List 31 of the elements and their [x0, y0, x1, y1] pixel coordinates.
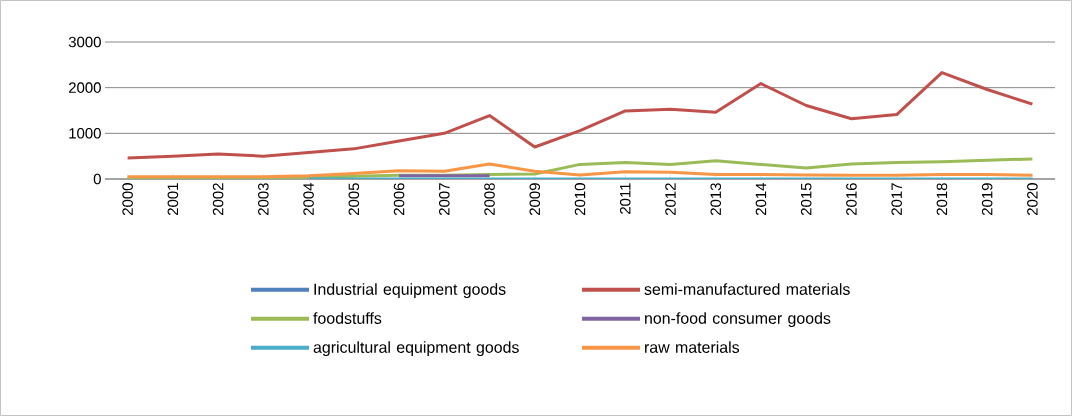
x-tick-label: 2004	[303, 182, 314, 216]
x-tick-label: 2002	[212, 183, 224, 216]
x-tick-label: 2006	[393, 183, 405, 216]
x-tick-label: 2020	[1027, 183, 1038, 216]
legend-label: foodstuffs	[313, 312, 382, 324]
x-tick-label: 2010	[574, 183, 586, 216]
x-tick-label: 2013	[710, 183, 722, 216]
x-tick-label: 2003	[258, 183, 269, 216]
x-tick-label: 2015	[800, 183, 812, 216]
x-tick-label: 2012	[665, 183, 676, 216]
y-tick-label: 2000	[68, 82, 101, 93]
x-tick-label: 2007	[439, 183, 450, 216]
x-tick-label: 2017	[891, 183, 902, 216]
x-tick-label: 2008	[484, 183, 495, 216]
legend-label: non-food consumer goods	[645, 312, 831, 328]
x-tick-label: 2016	[846, 183, 857, 216]
legend-label: semi-manufactured materials	[644, 283, 850, 295]
x-tick-label: 2019	[981, 183, 993, 216]
x-tick-label: 2018	[936, 183, 948, 216]
x-tick-label: 2011	[619, 183, 631, 214]
y-tick-label: 1000	[69, 128, 101, 139]
y-tick-label: 0	[93, 173, 101, 185]
x-tick-label: 2000	[122, 183, 133, 216]
x-tick-label: 2009	[529, 183, 541, 216]
legend-label: Industrial equipment goods	[314, 283, 506, 299]
y-tick-label: 3000	[68, 36, 101, 48]
legend-label: raw materials	[645, 341, 740, 353]
x-tick-label: 2005	[348, 183, 360, 216]
x-tick-label: 2001	[167, 183, 179, 216]
x-tick-label: 2014	[755, 182, 767, 216]
legend-label: agricultural equipment goods	[313, 341, 519, 357]
